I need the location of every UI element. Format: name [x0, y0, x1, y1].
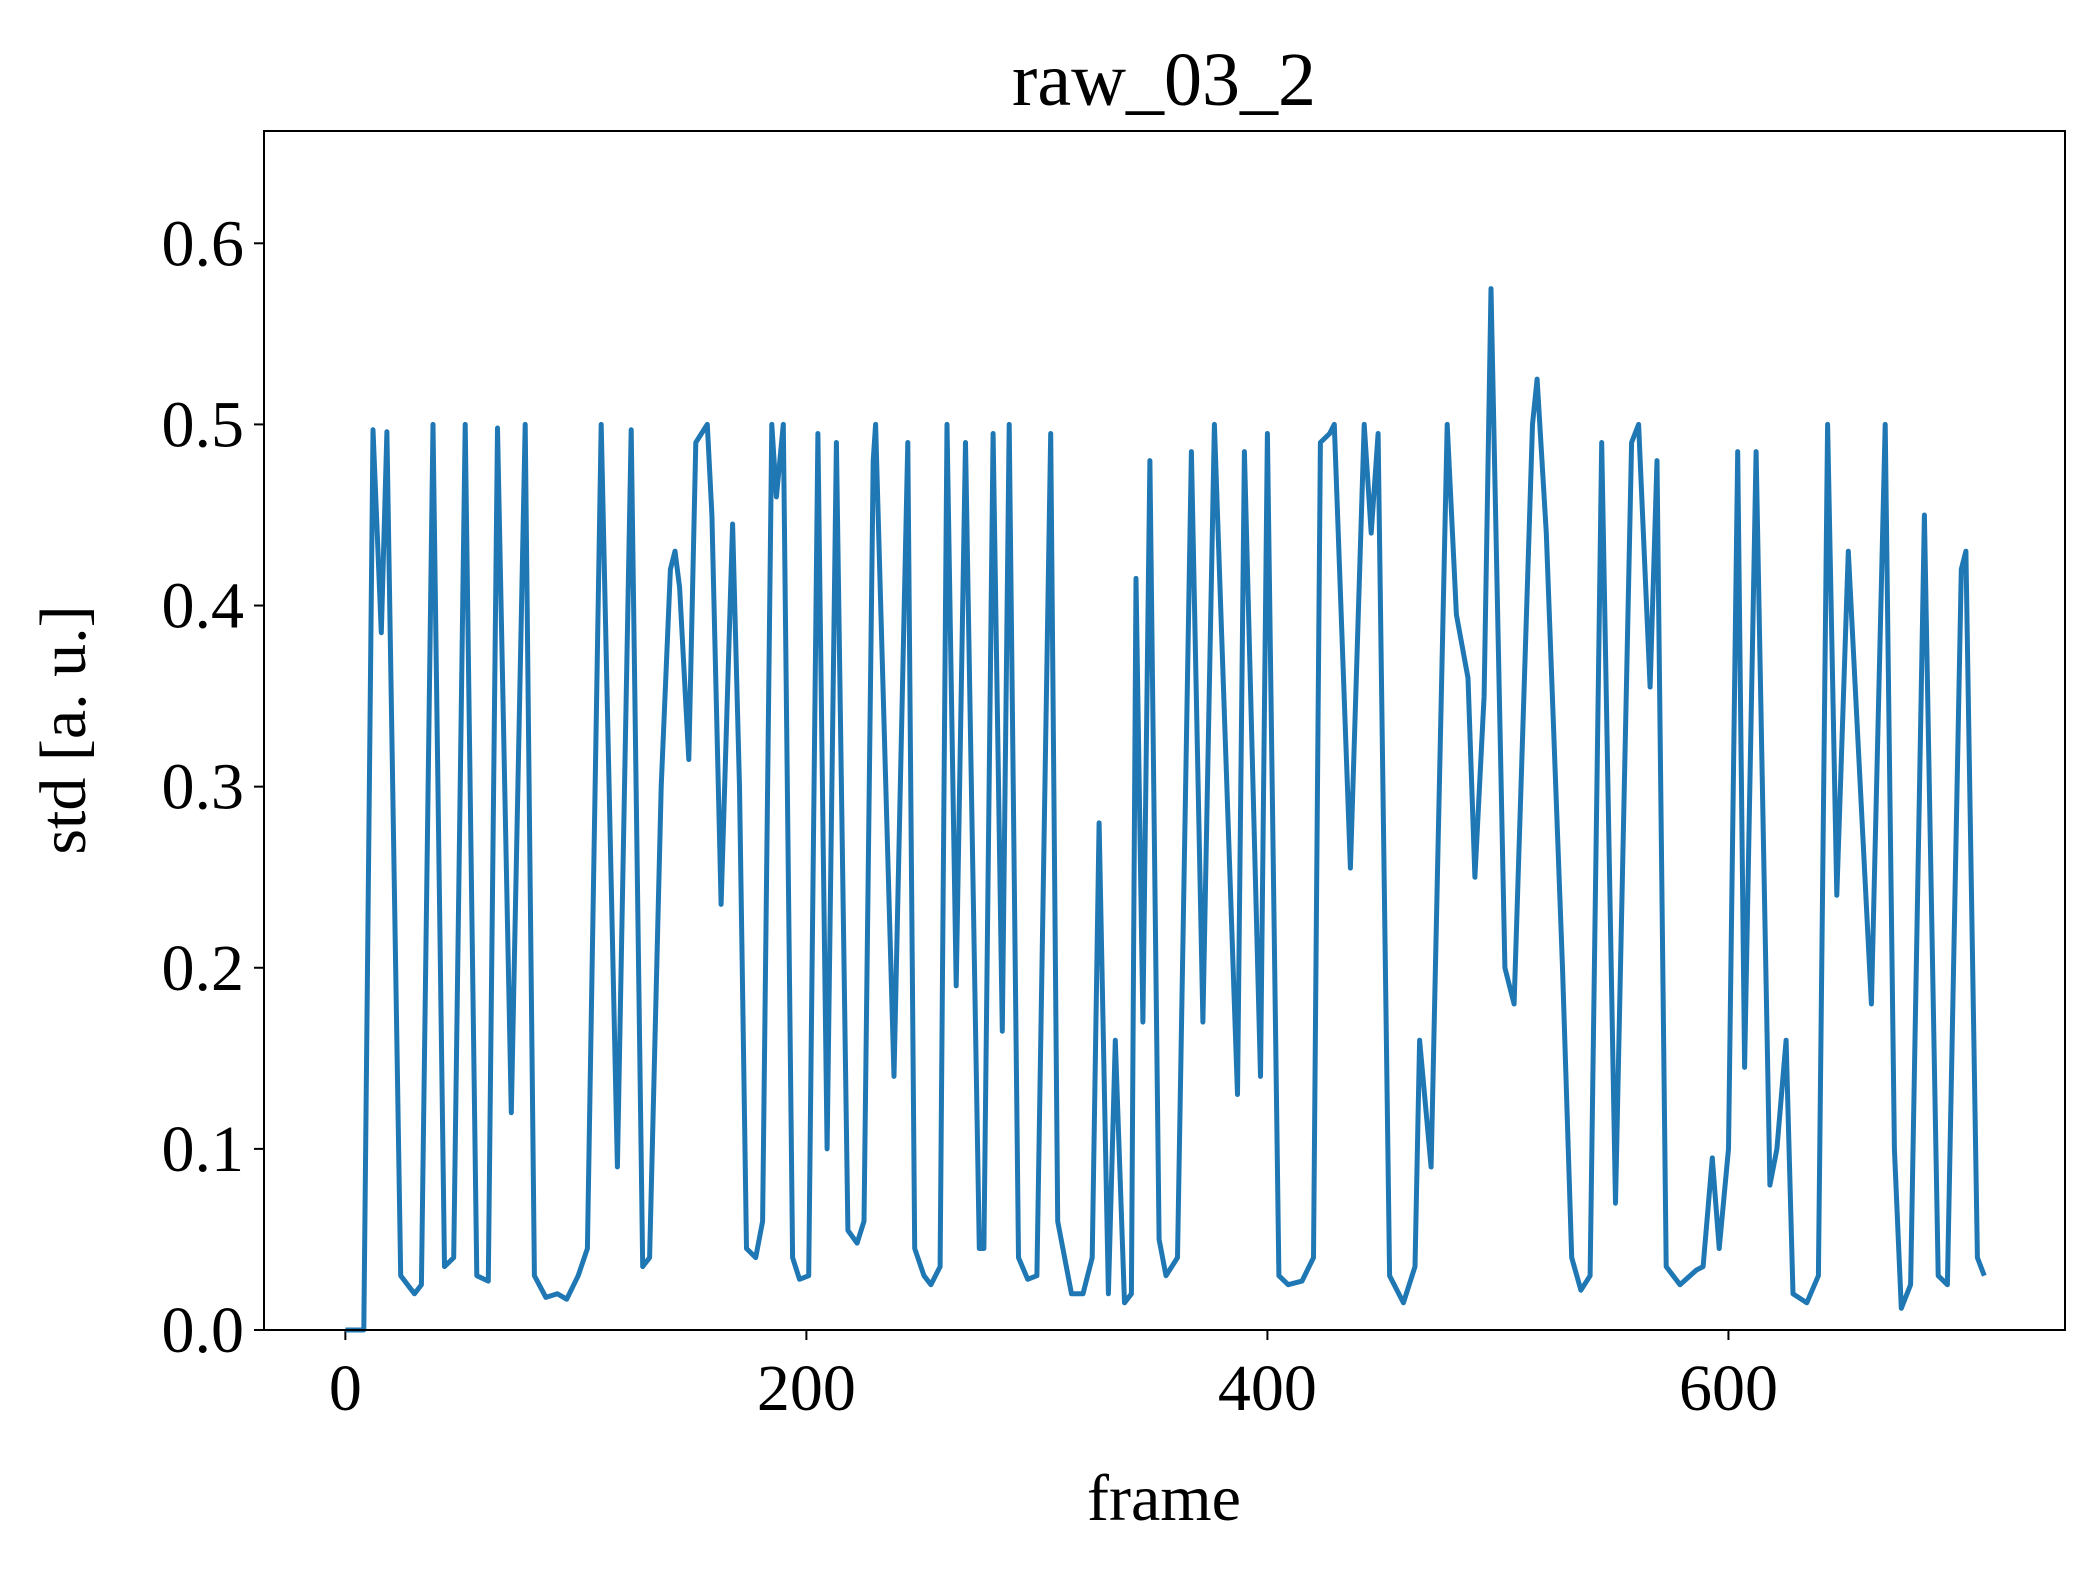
data-line	[345, 286, 1987, 1333]
chart-title: raw_03_2	[1012, 38, 1316, 122]
x-tick-label: 0	[329, 1352, 362, 1425]
x-tick-label: 400	[1218, 1352, 1317, 1425]
y-tick-label: 0.2	[162, 932, 245, 1005]
x-tick-label: 600	[1679, 1352, 1778, 1425]
y-tick-label: 0.6	[162, 207, 245, 280]
x-axis-label: frame	[1087, 1462, 1241, 1535]
y-tick-label: 0.1	[162, 1113, 245, 1186]
y-tick-label: 0.5	[162, 388, 245, 461]
x-tick-label: 200	[757, 1352, 856, 1425]
y-axis-label: std [a. u.]	[27, 605, 100, 854]
plot-frame	[263, 130, 2066, 1331]
y-tick-label: 0.3	[162, 751, 245, 824]
y-tick-label: 0.0	[162, 1294, 245, 1367]
y-tick-label: 0.4	[162, 570, 245, 643]
